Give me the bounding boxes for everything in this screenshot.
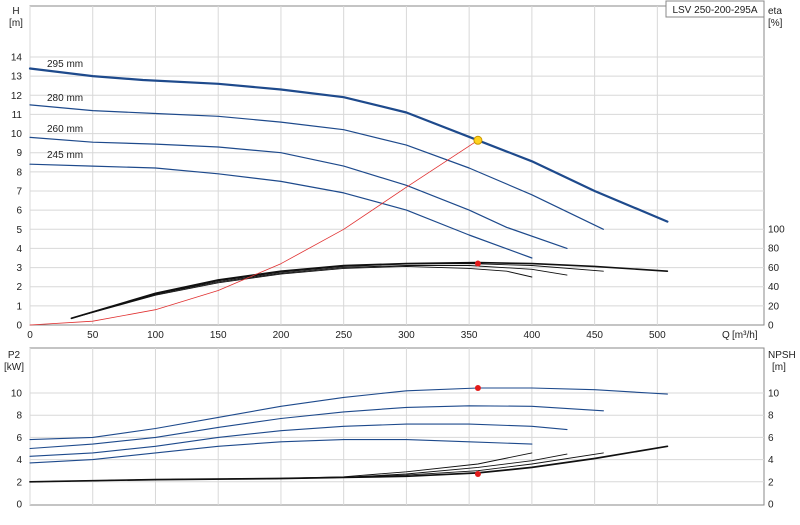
chart-title: LSV 250-200-295A — [672, 5, 757, 16]
y2-tick-label: 80 — [768, 244, 780, 255]
y-tick-label: 6 — [16, 206, 22, 217]
head-axis-label: H — [12, 6, 19, 17]
x-tick-label: 400 — [524, 330, 541, 341]
impeller-diameter-label: 280 mm — [47, 93, 83, 104]
flow-axis-unit: [m³/h] — [732, 330, 758, 341]
npsh-tick-label: 2 — [768, 477, 774, 488]
x-tick-label: 350 — [461, 330, 478, 341]
y-tick-label: 5 — [16, 225, 22, 236]
npsh-tick-label: 10 — [768, 389, 780, 400]
p2-tick-label: 10 — [11, 389, 23, 400]
npsh-axis-label: NPSH — [768, 350, 796, 361]
efficiency-curve — [70, 265, 533, 319]
p2-tick-label: 8 — [16, 411, 22, 422]
system-curve — [29, 139, 479, 326]
title-box — [665, 0, 765, 18]
npsh-tick-label: 6 — [768, 433, 774, 444]
head-curve — [28, 67, 669, 223]
npsh-tick-label: 4 — [768, 455, 774, 466]
y-tick-label: 13 — [11, 72, 23, 83]
power-curve — [29, 387, 668, 441]
x-tick-label: 0 — [27, 330, 33, 341]
duty-point — [473, 135, 483, 145]
power-curve — [29, 423, 568, 457]
y-tick-label: 4 — [16, 244, 22, 255]
p2-tick-label: 2 — [16, 477, 22, 488]
efficiency-curve — [70, 265, 568, 319]
top-plot-area — [29, 5, 765, 326]
x-tick-label: 250 — [335, 330, 352, 341]
x-tick-label: 200 — [273, 330, 290, 341]
y-tick-label: 3 — [16, 263, 22, 274]
p2-tick-label: 6 — [16, 433, 22, 444]
y-tick-label: 0 — [16, 321, 22, 332]
y-tick-label: 14 — [11, 53, 23, 64]
power-curve — [29, 405, 604, 450]
x-tick-label: 50 — [87, 330, 99, 341]
x-tick-label: 450 — [586, 330, 603, 341]
head-curve — [29, 104, 605, 230]
power-axis-label: P2 — [8, 350, 21, 361]
x-tick-label: 500 — [649, 330, 666, 341]
power-axis-unit: [kW] — [4, 362, 24, 373]
x-tick-label: 300 — [398, 330, 415, 341]
eta-axis-label: eta — [768, 6, 782, 17]
head-curve — [29, 163, 533, 259]
head-curve — [29, 136, 568, 249]
x-tick-label: 150 — [210, 330, 227, 341]
npsh-tick-label: 0 — [768, 500, 774, 511]
npsh-point — [474, 471, 481, 478]
head-axis-unit: [m] — [9, 18, 23, 29]
p2-tick-label: 4 — [16, 455, 22, 466]
y2-tick-label: 20 — [768, 301, 780, 312]
efficiency-point — [474, 260, 481, 267]
npsh-tick-label: 8 — [768, 411, 774, 422]
y-tick-label: 2 — [16, 282, 22, 293]
y2-tick-label: 40 — [768, 282, 780, 293]
p2-tick-label: 0 — [16, 500, 22, 511]
y2-tick-label: 60 — [768, 263, 780, 274]
impeller-diameter-label: 260 mm — [47, 124, 83, 135]
npsh-axis-unit: [m] — [772, 362, 786, 373]
impeller-diameter-label: 245 mm — [47, 150, 83, 161]
x-tick-label: 100 — [147, 330, 164, 341]
eta-axis-unit: [%] — [768, 18, 783, 29]
y-tick-label: 1 — [16, 301, 22, 312]
npsh-curve — [29, 452, 533, 483]
y-tick-label: 12 — [11, 91, 23, 102]
efficiency-curve — [70, 261, 669, 320]
y2-tick-label: 100 — [768, 225, 785, 236]
y2-tick-label: 0 — [768, 321, 774, 332]
y-tick-label: 8 — [16, 167, 22, 178]
power-curve — [29, 439, 533, 464]
y-tick-label: 9 — [16, 148, 22, 159]
y-tick-label: 11 — [12, 110, 23, 121]
y-tick-label: 7 — [16, 187, 22, 198]
y-tick-label: 10 — [11, 129, 23, 140]
power-point — [474, 385, 481, 392]
impeller-diameter-label: 295 mm — [47, 59, 83, 70]
flow-axis-label: Q — [722, 330, 730, 341]
